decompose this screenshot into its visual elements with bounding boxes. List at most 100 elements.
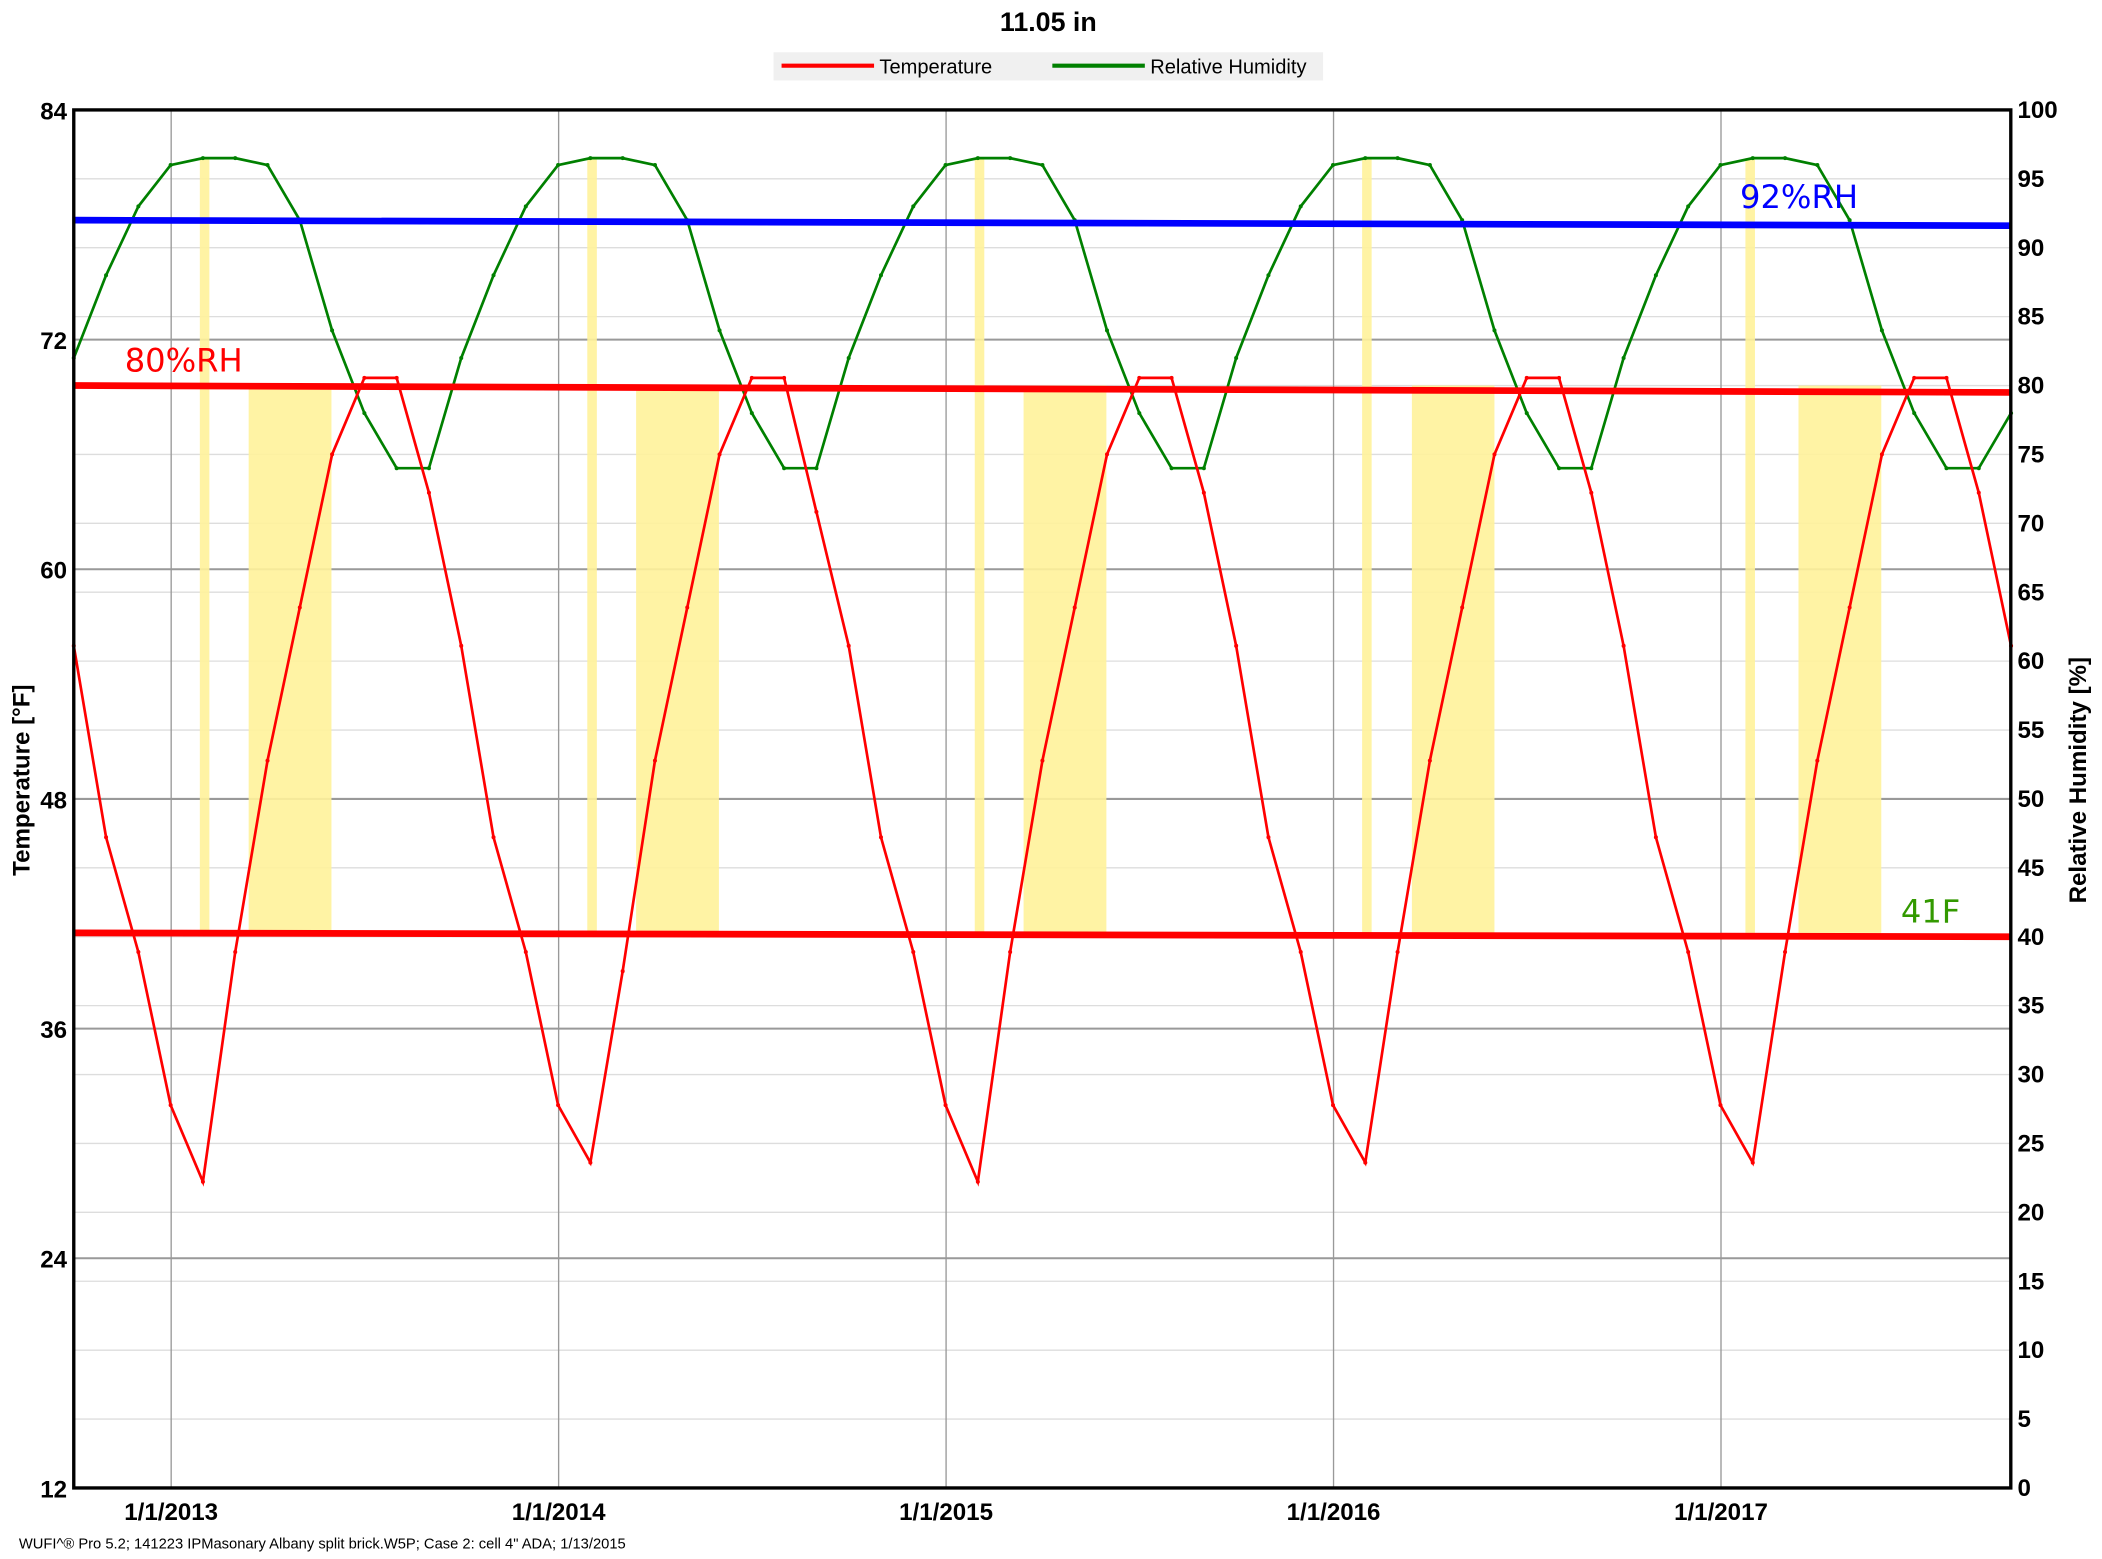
y-tick-left: 36 bbox=[40, 1017, 67, 1044]
data-point bbox=[362, 375, 367, 380]
data-point bbox=[1750, 156, 1755, 161]
reference-line bbox=[73, 216, 2011, 230]
data-point bbox=[620, 969, 625, 974]
data-point bbox=[1137, 411, 1142, 416]
data-point bbox=[814, 466, 819, 471]
data-point bbox=[1815, 758, 1820, 763]
y-tick-right: 90 bbox=[2017, 235, 2044, 262]
data-point bbox=[426, 490, 431, 495]
data-point bbox=[1686, 950, 1691, 955]
data-point bbox=[975, 1179, 980, 1184]
data-point bbox=[620, 156, 625, 161]
data-point bbox=[394, 375, 399, 380]
y-tick-right: 5 bbox=[2017, 1406, 2030, 1433]
data-point bbox=[1298, 950, 1303, 955]
data-point bbox=[330, 452, 335, 457]
data-point bbox=[1201, 466, 1206, 471]
y-tick-right: 20 bbox=[2017, 1199, 2044, 1226]
data-point bbox=[491, 273, 496, 278]
data-point bbox=[1266, 835, 1271, 840]
x-tick: 1/1/2015 bbox=[899, 1499, 993, 1526]
y-tick-right: 60 bbox=[2017, 648, 2044, 675]
data-point bbox=[1783, 950, 1788, 955]
y-tick-right: 70 bbox=[2017, 510, 2044, 537]
data-point bbox=[523, 204, 528, 209]
data-point bbox=[749, 411, 754, 416]
data-point bbox=[1234, 355, 1239, 360]
data-point bbox=[1524, 375, 1529, 380]
data-point bbox=[652, 758, 657, 763]
data-point bbox=[362, 411, 367, 416]
data-point bbox=[782, 375, 787, 380]
plot-frame bbox=[72, 108, 2013, 1490]
data-point bbox=[1686, 204, 1691, 209]
highlight-band bbox=[199, 158, 210, 933]
data-point bbox=[1492, 328, 1497, 333]
y-tick-right: 85 bbox=[2017, 304, 2044, 331]
data-point bbox=[1653, 835, 1658, 840]
data-point bbox=[878, 273, 883, 278]
highlight-band bbox=[1745, 158, 1755, 933]
y-tick-right: 15 bbox=[2017, 1268, 2044, 1295]
data-point bbox=[556, 163, 561, 168]
data-point bbox=[200, 156, 205, 161]
data-point bbox=[1879, 452, 1884, 457]
data-point bbox=[523, 950, 528, 955]
data-point bbox=[1847, 605, 1852, 610]
data-point bbox=[846, 355, 851, 360]
data-point bbox=[782, 466, 787, 471]
data-point bbox=[200, 1179, 205, 1184]
y-tick-right: 65 bbox=[2017, 579, 2044, 606]
data-point bbox=[1718, 163, 1723, 168]
data-point bbox=[588, 1160, 593, 1165]
x-tick: 1/1/2016 bbox=[1287, 1499, 1381, 1526]
data-point bbox=[1815, 163, 1820, 168]
data-point bbox=[685, 605, 690, 610]
data-point bbox=[717, 328, 722, 333]
data-point bbox=[1008, 156, 1013, 161]
chart-title: 11.05 in bbox=[1000, 7, 1097, 37]
data-point bbox=[1298, 204, 1303, 209]
x-tick: 1/1/2014 bbox=[512, 1499, 606, 1526]
legend-rh-label: Relative Humidity bbox=[1150, 57, 1306, 79]
data-point bbox=[1363, 156, 1368, 161]
data-point bbox=[1912, 375, 1917, 380]
reference-label: 92%RH bbox=[1740, 178, 1858, 216]
data-point bbox=[588, 156, 593, 161]
reference-line bbox=[73, 382, 2011, 396]
data-point bbox=[717, 452, 722, 457]
footer-text: WUFI^® Pro 5.2; 141223 IPMasonary Albany… bbox=[19, 1536, 626, 1552]
y-tick-left: 12 bbox=[40, 1476, 67, 1503]
y-tick-right: 35 bbox=[2017, 993, 2044, 1020]
highlight-band bbox=[974, 158, 985, 933]
highlight-band bbox=[1411, 385, 1495, 933]
data-point bbox=[943, 163, 948, 168]
data-point bbox=[1363, 1160, 1368, 1165]
data-point bbox=[297, 605, 302, 610]
y-tick-right: 75 bbox=[2017, 441, 2044, 468]
data-point bbox=[1976, 466, 1981, 471]
y-tick-right: 100 bbox=[2017, 97, 2057, 124]
data-point bbox=[136, 204, 141, 209]
y-tick-right: 10 bbox=[2017, 1337, 2044, 1364]
y-tick-right: 40 bbox=[2017, 924, 2044, 951]
data-point bbox=[1072, 605, 1077, 610]
data-point bbox=[1944, 466, 1949, 471]
data-point bbox=[1524, 411, 1529, 416]
data-point bbox=[233, 950, 238, 955]
data-point bbox=[1395, 950, 1400, 955]
data-point bbox=[1008, 950, 1013, 955]
data-point bbox=[1621, 643, 1626, 648]
y-tick-right: 50 bbox=[2017, 786, 2044, 813]
data-point bbox=[1557, 375, 1562, 380]
reference-line bbox=[73, 929, 2011, 941]
y-axis-left-label: Temperature [°F] bbox=[9, 684, 36, 875]
y-tick-right: 80 bbox=[2017, 373, 2044, 400]
y-tick-right: 45 bbox=[2017, 855, 2044, 882]
data-point bbox=[1944, 375, 1949, 380]
highlight-band bbox=[1362, 158, 1372, 933]
series bbox=[71, 156, 2014, 1187]
data-point bbox=[1718, 1103, 1723, 1108]
data-point bbox=[168, 163, 173, 168]
